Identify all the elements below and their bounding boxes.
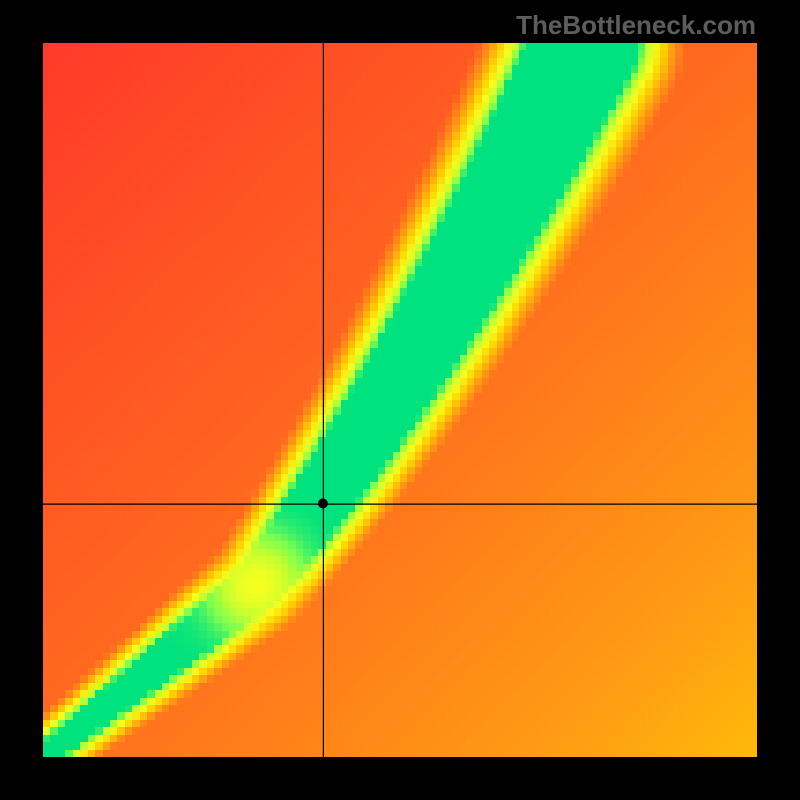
watermark-label: TheBottleneck.com (516, 10, 756, 41)
bottleneck-heatmap (43, 43, 757, 757)
